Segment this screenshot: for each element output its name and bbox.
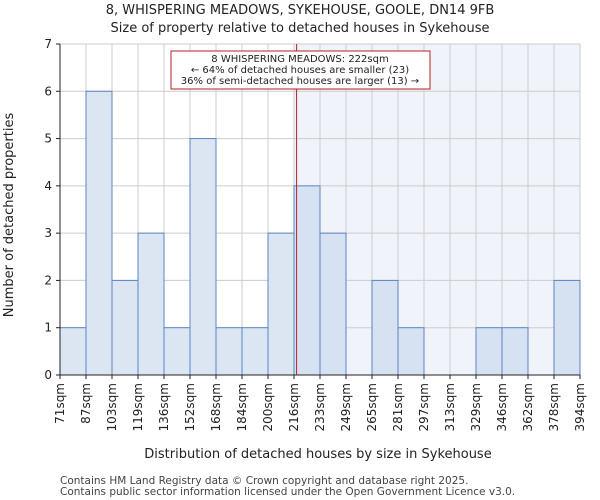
bar <box>59 327 87 376</box>
footer-line1: Contains HM Land Registry data © Crown c… <box>60 475 468 487</box>
y-tick-label: 2 <box>44 273 52 287</box>
bar <box>371 279 399 376</box>
annotation-line2: ← 64% of detached houses are smaller (23… <box>191 65 409 76</box>
x-tick-label: 362sqm <box>521 383 535 431</box>
bar <box>111 279 139 376</box>
annotation-line1: 8 WHISPERING MEADOWS: 222sqm <box>211 54 388 65</box>
x-tick-label: 184sqm <box>235 383 249 431</box>
bar <box>163 327 191 376</box>
x-tick-label: 71sqm <box>53 383 67 424</box>
x-tick-label: 168sqm <box>209 383 223 431</box>
bar <box>215 327 243 376</box>
x-tick-label: 378sqm <box>547 383 561 431</box>
bar <box>241 327 269 376</box>
bar <box>319 232 347 376</box>
x-tick-label: 200sqm <box>261 383 275 431</box>
bars <box>59 90 581 376</box>
y-tick-label: 5 <box>44 132 52 146</box>
x-tick-label: 103sqm <box>105 383 119 431</box>
y-tick-label: 0 <box>44 368 52 382</box>
bar <box>85 90 113 376</box>
x-tick-label: 329sqm <box>469 383 483 431</box>
y-axis-title: Number of detached properties <box>2 113 17 318</box>
annotation-box: 8 WHISPERING MEADOWS: 222sqm ← 64% of de… <box>170 50 431 90</box>
y-tick-label: 4 <box>44 179 52 193</box>
x-tick-label: 233sqm <box>313 383 327 431</box>
x-tick-label: 394sqm <box>573 383 587 431</box>
x-tick-label: 119sqm <box>131 383 145 431</box>
bar <box>553 279 581 376</box>
annotation-line3: 36% of semi-detached houses are larger (… <box>181 76 419 87</box>
bar <box>137 232 165 376</box>
x-tick-label: 346sqm <box>495 383 509 431</box>
x-tick-label: 216sqm <box>287 383 301 431</box>
x-tick-label: 87sqm <box>79 383 93 424</box>
x-tick-label: 297sqm <box>417 383 431 431</box>
y-tick-label: 3 <box>44 226 52 240</box>
chart-subtitle: Size of property relative to detached ho… <box>111 21 490 36</box>
footer-line2: Contains public sector information licen… <box>60 486 515 498</box>
x-tick-label: 136sqm <box>157 383 171 431</box>
x-tick-label: 281sqm <box>391 383 405 431</box>
x-axis-title: Distribution of detached houses by size … <box>144 447 491 462</box>
x-tick-label: 152sqm <box>183 383 197 431</box>
x-ticks: 71sqm 87sqm 103sqm 119sqm 136sqm 152sqm 168sqm… <box>53 375 587 431</box>
x-tick-label: 313sqm <box>443 383 457 431</box>
chart-title: 8, WHISPERING MEADOWS, SYKEHOUSE, GOOLE,… <box>106 3 495 18</box>
bar <box>189 138 217 376</box>
y-tick-label: 6 <box>44 84 52 98</box>
bar <box>475 327 503 376</box>
bar <box>267 232 295 376</box>
y-ticks: 0 1 2 3 4 5 6 7 <box>44 37 60 382</box>
bar <box>397 327 425 376</box>
y-tick-label: 1 <box>44 321 52 335</box>
x-tick-label: 249sqm <box>339 383 353 431</box>
bar <box>293 185 321 376</box>
y-tick-label: 7 <box>44 37 52 51</box>
x-tick-label: 265sqm <box>365 383 379 431</box>
bar <box>501 327 529 376</box>
